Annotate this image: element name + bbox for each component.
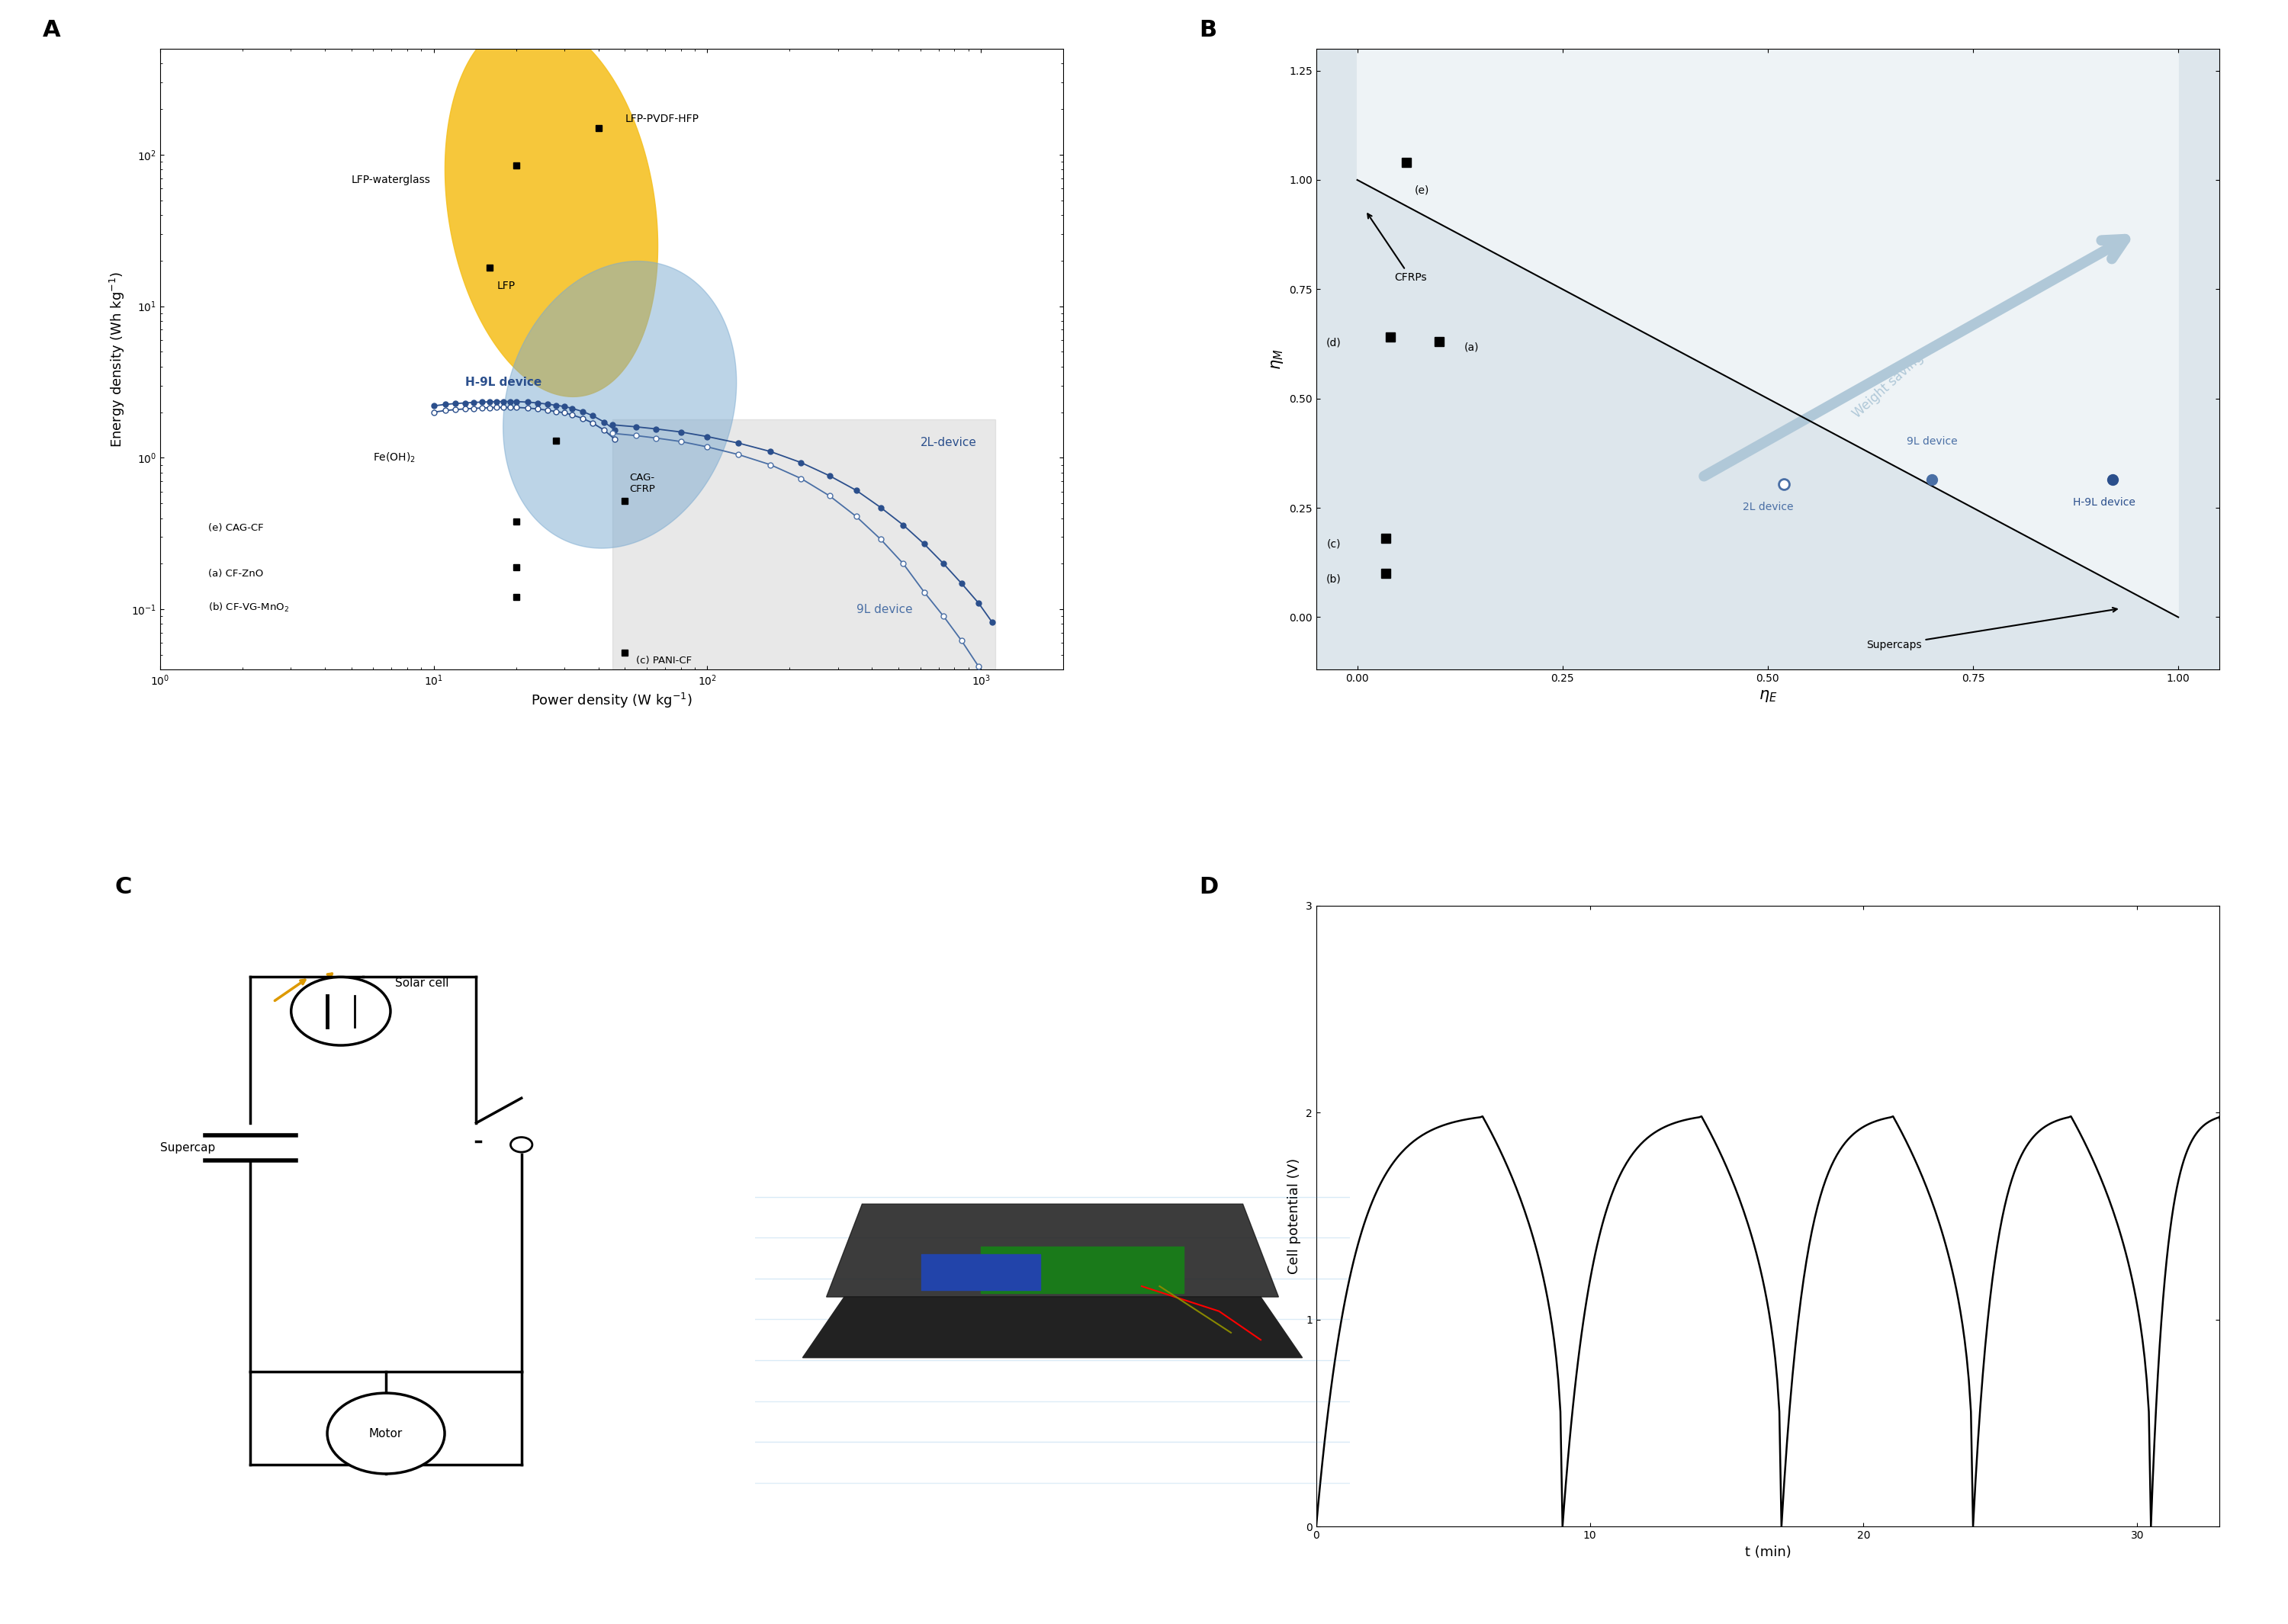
Text: (b): (b): [1325, 573, 1341, 585]
Text: Supercapacitor hull: Supercapacitor hull: [988, 1489, 1117, 1501]
Text: 2L-device: 2L-device: [920, 437, 977, 448]
Text: LFP-waterglass: LFP-waterglass: [352, 175, 430, 185]
Text: (e): (e): [1414, 185, 1430, 195]
Polygon shape: [444, 18, 659, 396]
Text: LFP-PVDF-HFP: LFP-PVDF-HFP: [625, 114, 698, 123]
Text: Weight saving: Weight saving: [1851, 351, 1926, 421]
Circle shape: [510, 1137, 533, 1151]
Text: 9L device: 9L device: [856, 604, 913, 615]
Text: A: A: [43, 19, 62, 41]
X-axis label: $\eta_E$: $\eta_E$: [1759, 689, 1778, 703]
Text: Solar cell: Solar cell: [396, 978, 448, 989]
Text: Supercaps: Supercaps: [1867, 607, 2116, 650]
Text: (c) PANI-CF: (c) PANI-CF: [636, 656, 691, 666]
Bar: [613, 419, 995, 669]
Text: CAG-
CFRP: CAG- CFRP: [629, 473, 654, 494]
Text: 2L device: 2L device: [1743, 502, 1794, 512]
Circle shape: [327, 1393, 444, 1475]
Y-axis label: $\eta_M$: $\eta_M$: [1270, 349, 1286, 370]
X-axis label: Power density (W kg$^{-1}$): Power density (W kg$^{-1}$): [531, 692, 693, 710]
Text: CFRPs: CFRPs: [1368, 214, 1428, 283]
Text: (a): (a): [1464, 343, 1478, 352]
Text: (d): (d): [1325, 338, 1341, 349]
Text: C: C: [114, 875, 133, 898]
Text: Motor: Motor: [368, 1427, 403, 1439]
Circle shape: [291, 978, 391, 1046]
Y-axis label: Energy density (Wh kg$^{-1}$): Energy density (Wh kg$^{-1}$): [108, 271, 126, 447]
Text: (a) CF-ZnO: (a) CF-ZnO: [208, 568, 263, 578]
Text: LFP: LFP: [496, 281, 515, 291]
X-axis label: t (min): t (min): [1746, 1544, 1792, 1559]
Text: 2 cm: 2 cm: [1169, 1447, 1199, 1458]
Text: (b) CF-VG-MnO$_2$: (b) CF-VG-MnO$_2$: [208, 601, 288, 614]
Text: (e) CAG-CF: (e) CAG-CF: [208, 523, 263, 533]
Text: Supercap: Supercap: [160, 1142, 215, 1153]
Y-axis label: Cell potential (V): Cell potential (V): [1288, 1158, 1302, 1275]
Polygon shape: [1357, 49, 2178, 617]
Text: D: D: [1199, 875, 1217, 898]
Text: Fe(OH)$_2$: Fe(OH)$_2$: [373, 451, 416, 464]
Text: H-9L device: H-9L device: [2073, 497, 2135, 508]
Text: 9L device: 9L device: [1906, 437, 1959, 447]
Polygon shape: [503, 261, 737, 549]
Text: (c): (c): [1327, 539, 1341, 549]
Text: B: B: [1199, 19, 1217, 41]
Polygon shape: [826, 1203, 1279, 1298]
Polygon shape: [803, 1298, 1302, 1358]
Text: H-9L device: H-9L device: [464, 377, 542, 388]
